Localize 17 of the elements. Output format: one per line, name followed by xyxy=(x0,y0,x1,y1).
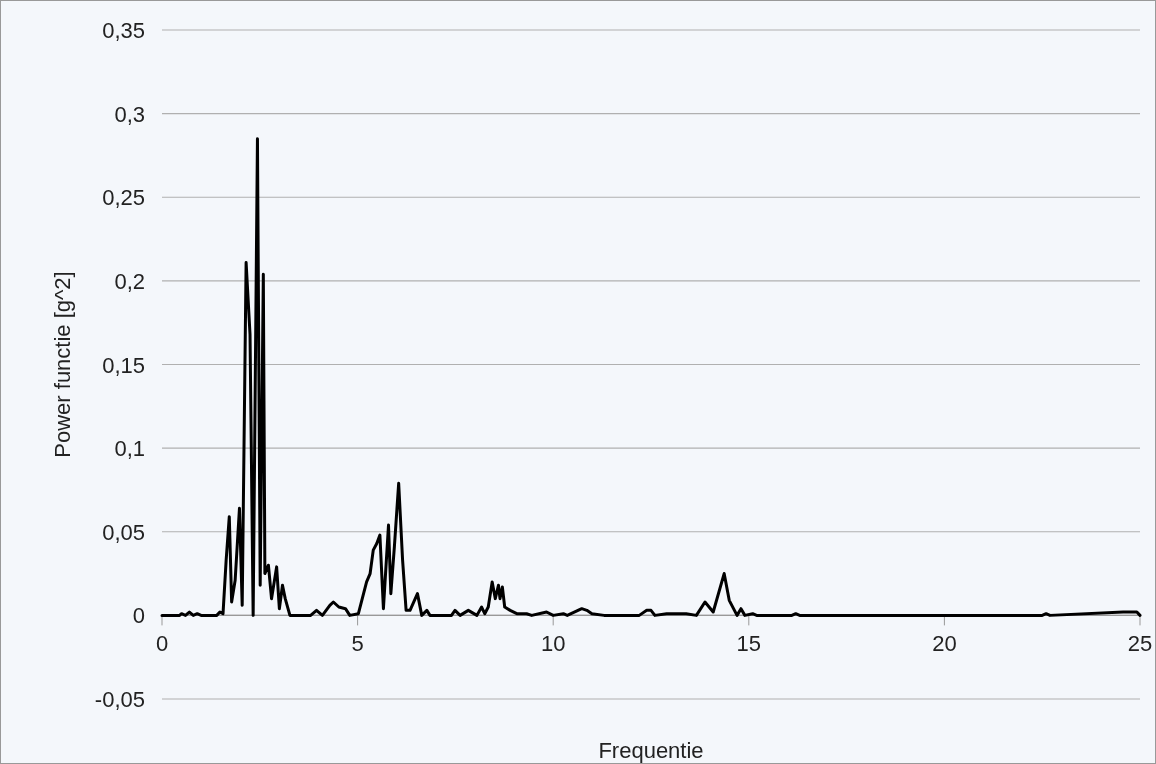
x-tick-label: 10 xyxy=(540,631,566,657)
x-tick-label: 0 xyxy=(155,631,169,657)
y-tick-label: 0,15 xyxy=(102,352,145,378)
y-tick-label: 0,35 xyxy=(102,18,145,43)
x-tick-label: 20 xyxy=(932,631,957,657)
y-tick-label: 0 xyxy=(132,603,145,629)
y-tick-label: 0,2 xyxy=(114,268,145,294)
y-tick-label: 0,25 xyxy=(102,185,145,211)
x-tick-label: 25 xyxy=(1127,631,1153,657)
x-tick-label: 5 xyxy=(351,631,364,657)
y-tick-label: 0,1 xyxy=(114,436,145,462)
y-tick-label: 0,3 xyxy=(114,101,145,127)
y-tick-label: 0,05 xyxy=(102,519,145,545)
y-tick-label: -0,05 xyxy=(94,687,145,712)
y-axis-title: Power functie [g^2] xyxy=(50,271,75,458)
x-axis-title: Frequentie xyxy=(598,738,704,763)
x-tick-label: 15 xyxy=(736,631,762,657)
